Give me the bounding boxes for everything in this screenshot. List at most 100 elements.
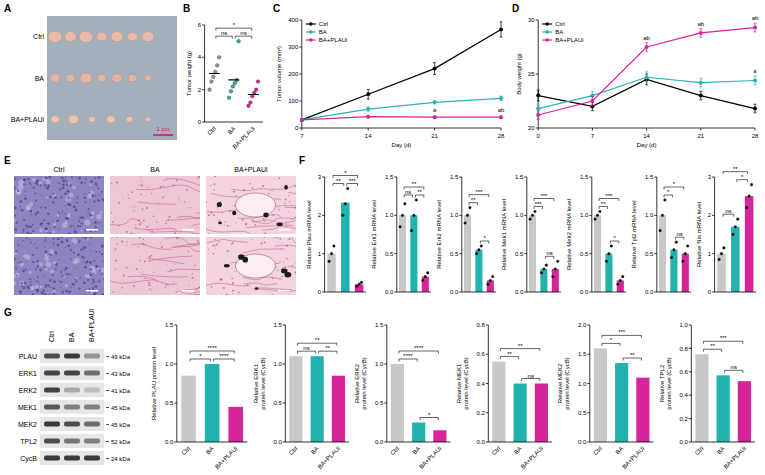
tissue-fibre [152,231,193,233]
bar [594,348,607,442]
tissue-texture [295,271,296,273]
data-point [215,64,219,68]
tissue-texture [277,270,278,271]
nucleus [41,194,42,195]
data-point [543,268,546,271]
data-point [594,218,597,221]
tissue-fibre [110,218,143,225]
nucleus [49,196,52,199]
x-axis-line [325,292,366,293]
significance-label: ** [315,337,320,343]
nucleus [95,265,98,268]
error-bar [500,22,503,37]
significance-label: * [741,174,744,180]
y-tick-label: 0.6 [679,369,688,375]
nucleus [26,286,28,288]
tissue-texture [139,223,141,225]
nucleus [23,219,25,221]
data-point [556,260,559,263]
data-point [355,285,358,288]
deposit [224,264,230,267]
blot-band [84,354,100,359]
nucleus [19,206,20,207]
tissue-texture [286,258,287,259]
nucleus [58,182,60,184]
nucleus [95,251,97,253]
x-tick-label: Ctrl [389,445,400,456]
tissue-texture [50,249,55,254]
nucleus [53,287,55,289]
nucleus [65,177,66,178]
significance-bracket [469,195,489,198]
tumor [65,32,77,42]
tissue-texture [146,226,148,228]
nucleus [67,204,69,206]
nucleus [18,262,20,264]
significance-label: ** [710,343,715,349]
nucleus [75,209,78,212]
tissue-texture [165,287,166,288]
error-bar [367,107,370,111]
y-tick [486,442,489,443]
tissue-fibre [183,285,200,290]
error-bar [699,91,702,100]
nucleus [88,288,90,290]
significance-bracket [415,195,423,198]
row-label: BA [35,75,45,82]
y-tick [689,418,692,419]
tissue-texture [149,284,151,286]
data-point [487,283,490,286]
tissue-texture [28,271,31,274]
tissue-texture [176,243,177,244]
x-tick-label: Ctrl [592,445,603,456]
significance-label: *** [618,329,626,335]
marker [366,92,370,96]
tissue-texture [249,183,251,185]
scale-bar [278,290,290,292]
nucleus [32,230,34,232]
x-tick-label: BA [614,445,624,455]
y-tick-label: 300 [288,44,299,50]
nucleus [25,225,27,227]
nucleus [38,264,39,265]
marker [300,118,304,122]
y-tick [283,442,286,443]
x-tick [755,128,756,131]
tissue-fibre [192,233,200,234]
nucleus [94,281,96,283]
significance-bracket [664,195,672,198]
nucleus [44,293,46,295]
marker [699,94,703,98]
y-axis-line [176,325,177,442]
significance-bracket [404,187,424,190]
nucleus [36,211,39,214]
tissue-fibre [276,237,296,238]
y-axis-line [714,177,715,292]
bar [682,254,689,292]
panel-letter: C [273,3,280,14]
series-line [302,29,501,119]
tissue-texture [162,197,163,198]
nucleus [40,184,42,186]
y-tick [689,371,692,372]
annotation: ab [697,21,704,27]
marker [499,96,503,100]
tissue-fibre [192,222,200,226]
x-axis-line [715,292,756,293]
tissue-fibre [171,185,200,192]
data-point [413,214,416,217]
nucleus [71,176,73,178]
chart-panel: Tumor volume (mm³)01002003004007142128Da… [276,17,505,148]
series-line [302,98,501,120]
tissue-texture [176,179,178,181]
y-tick [459,292,462,293]
bar [617,281,624,293]
nucleus [85,177,86,178]
nucleus [73,206,76,209]
axis-title-line: Relative Erk2 mRNA level [436,200,442,269]
y-tick-label: 0.0 [580,289,589,295]
tissue-texture [151,290,152,291]
tissue-texture [165,223,167,225]
tissue-texture [140,260,141,261]
nucleus [17,190,19,192]
